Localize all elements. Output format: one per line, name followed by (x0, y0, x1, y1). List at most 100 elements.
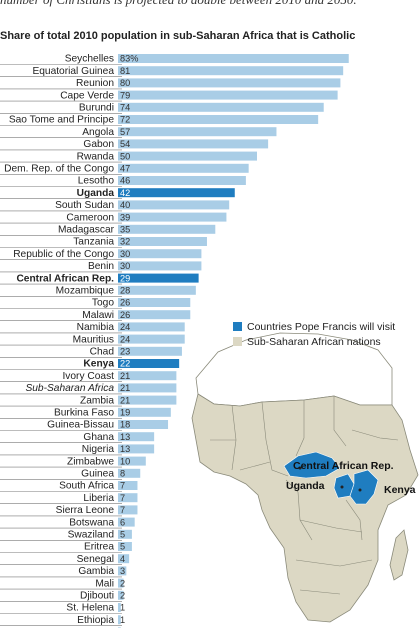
bar-namibia (118, 322, 185, 332)
category-label: Mozambique (56, 286, 115, 297)
madagascar (389, 529, 409, 581)
bar-guinea (118, 468, 141, 478)
value-label: 7 (120, 505, 125, 515)
value-label: 30 (120, 261, 130, 271)
bar-eritrea (118, 542, 132, 551)
value-label: 74 (120, 103, 130, 113)
bar-burkina-faso (118, 407, 171, 417)
category-label: Malawi (82, 310, 114, 321)
value-label: 30 (120, 249, 130, 259)
map-label-car: Central African Rep. (293, 460, 394, 472)
bar-chad (118, 346, 182, 356)
value-label: 83% (120, 54, 138, 64)
category-label: Zimbabwe (67, 456, 114, 467)
bar-seychelles (118, 54, 349, 63)
bar-mauritius (118, 334, 185, 344)
bar-lesotho (118, 176, 246, 185)
category-label: Chad (90, 347, 115, 358)
category-label: Central African Rep. (16, 273, 114, 284)
bar-senegal (118, 554, 130, 564)
bar-sub-saharan-africa (118, 383, 177, 393)
category-label: South Africa (59, 481, 114, 492)
value-label: 46 (120, 176, 130, 186)
bangui-dot (298, 466, 302, 470)
value-label: 57 (120, 127, 130, 137)
map-legend: Countries Pope Francis will visit Sub-Sa… (233, 319, 395, 349)
value-label: 81 (120, 66, 130, 76)
value-label: 2 (120, 591, 125, 601)
value-label: 29 (120, 273, 130, 283)
category-label: Cameroon (66, 212, 114, 223)
value-label: 10 (120, 456, 130, 466)
intro-text: number of Christians is projected to dou… (0, 0, 420, 8)
category-label: Cape Verde (60, 90, 114, 101)
bar-djibouti (118, 590, 124, 600)
value-label: 7 (120, 481, 125, 491)
bar-cape-verde (118, 90, 338, 100)
value-label: 24 (120, 322, 130, 332)
bar-kenya (118, 359, 180, 368)
value-label: 54 (120, 139, 130, 149)
value-label: 21 (120, 395, 130, 405)
category-label: Mali (95, 578, 114, 589)
category-label: Gambia (78, 566, 114, 577)
legend-visit-label: Countries Pope Francis will visit (247, 320, 396, 333)
category-label: Sierra Leone (56, 505, 115, 516)
bar-mali (118, 578, 124, 588)
category-label: Botswana (69, 517, 114, 528)
category-label: Madagascar (58, 225, 115, 236)
bar-sao-tome-and-principe (118, 115, 319, 124)
category-label: Zambia (80, 395, 114, 406)
sub-saharan-land (191, 393, 419, 623)
value-label: 50 (120, 151, 130, 161)
bar-uganda (118, 188, 235, 198)
bar-zambia (118, 395, 177, 405)
value-label: 1 (120, 603, 125, 613)
value-label: 21 (120, 371, 130, 381)
category-label: Guinea-Bissau (47, 420, 114, 431)
value-label: 22 (120, 359, 130, 369)
category-label: Tanzania (73, 237, 114, 248)
value-label: 80 (120, 78, 130, 88)
map-label-kenya: Kenya (384, 484, 416, 496)
value-label: 13 (120, 432, 130, 442)
category-label: Burundi (79, 103, 114, 114)
bar-burundi (118, 102, 324, 112)
category-label: Togo (92, 298, 114, 309)
category-label: Guinea (81, 469, 114, 480)
bar-benin (118, 261, 202, 271)
value-label: 35 (120, 225, 130, 235)
bar-swaziland (118, 529, 132, 539)
category-label: St. Helena (66, 603, 114, 614)
category-label: Namibia (77, 322, 115, 333)
bar-rwanda (118, 151, 257, 161)
value-label: 42 (120, 188, 130, 198)
value-label: 8 (120, 469, 125, 479)
kampala-dot (340, 485, 344, 489)
category-label: Benin (88, 261, 114, 272)
category-label: Swaziland (68, 530, 115, 541)
category-label: Equatorial Guinea (32, 66, 114, 77)
value-label: 21 (120, 383, 130, 393)
category-label: Ivory Coast (62, 371, 114, 382)
bar-tanzania (118, 237, 207, 246)
bar-dem-rep-of-the-congo (118, 163, 249, 173)
bar-ivory-coast (118, 371, 177, 381)
category-label: Mauritius (73, 334, 114, 345)
value-label: 72 (120, 115, 130, 125)
category-label: Lesotho (78, 176, 115, 187)
map-central-african-rep (283, 451, 341, 479)
category-label: South Sudan (55, 200, 114, 211)
category-label: Ghana (83, 432, 114, 443)
category-label: Republic of the Congo (13, 249, 114, 260)
bar-gambia (118, 566, 127, 576)
category-label: Sub-Saharan Africa (25, 383, 114, 394)
category-label: Seychelles (65, 54, 114, 65)
value-label: 3 (120, 566, 125, 576)
category-label: Kenya (83, 359, 114, 370)
bar-ethiopia (118, 615, 121, 625)
map-label-uganda: Uganda (286, 480, 325, 492)
value-label: 26 (120, 310, 130, 320)
category-label: Gabon (83, 139, 114, 150)
value-label: 32 (120, 237, 130, 247)
